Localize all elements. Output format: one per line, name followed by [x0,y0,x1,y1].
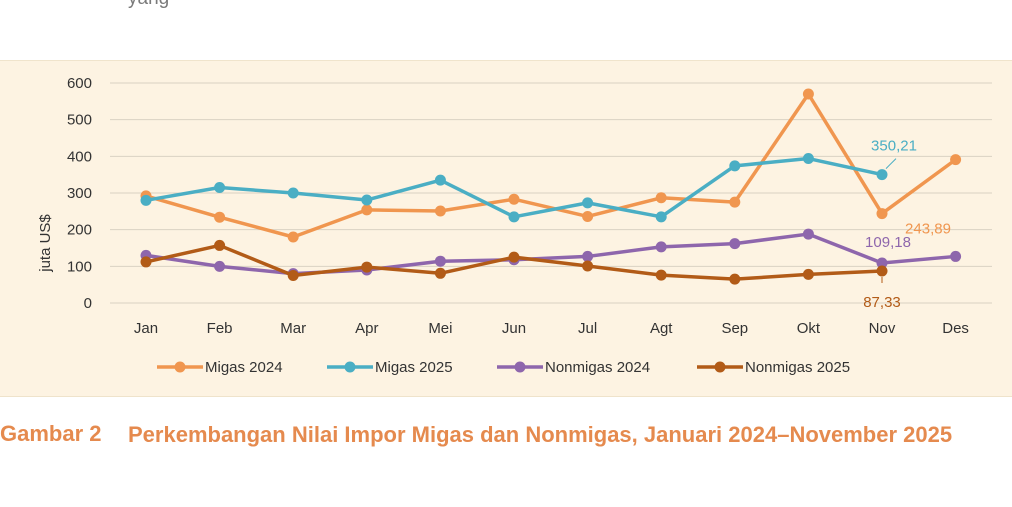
data-point [950,250,962,262]
figure-label: Gambar 2 [0,421,102,446]
data-point [508,193,520,205]
data-point [802,268,814,280]
x-tick-label: Nov [869,320,896,337]
x-tick-label: Feb [207,320,233,337]
legend-swatch-marker [174,361,186,373]
data-point [214,239,226,251]
series-line [145,92,957,239]
x-tick-label: Jun [502,320,526,337]
data-point [876,257,888,269]
legend-item: Migas 2024 [157,359,283,376]
figure-title: Perkembangan Nilai Impor Migas dan Nonmi… [128,422,953,447]
data-point [434,267,446,279]
series-line [145,156,883,219]
data-point [655,269,667,281]
y-tick-label: 600 [67,75,92,92]
y-tick-label: 500 [67,112,92,129]
data-point [361,261,373,273]
gridlines [110,82,992,304]
legend-label: Nonmigas 2024 [545,359,650,376]
data-point [729,273,741,285]
data-point [802,153,814,165]
x-tick-label: Sep [721,320,748,337]
data-point [434,205,446,217]
x-tick-label: Jul [578,320,597,337]
x-tick-label: Mar [280,320,306,337]
data-point [214,260,226,272]
data-point [582,197,594,209]
y-axis-ticks: 0 100 200 300 400 500 600 [67,75,92,312]
data-point [361,204,373,216]
chart-panel: 0 100 200 300 400 500 600 juta US$ Jan Feb Mar Ap… [0,60,1012,397]
legend-swatch-marker [714,361,726,373]
line-chart: 0 100 200 300 400 500 600 juta US$ Jan Feb Mar Ap… [37,75,992,376]
data-label: 109,18 [865,234,911,251]
data-label-leader [885,158,897,169]
x-axis-ticks: Jan Feb Mar Apr Mei Jun Jul Agt Sep Okt Nov Des [134,320,969,337]
series-migas-2024 [140,88,962,243]
y-tick-label: 0 [84,295,92,312]
data-point [508,211,520,223]
data-point [287,270,299,281]
y-tick-label: 100 [67,258,92,275]
data-point [434,255,446,267]
data-point [729,196,741,208]
data-point [214,182,226,193]
series-lines [140,88,962,285]
data-point [287,187,299,199]
data-point [876,169,888,181]
legend-label: Migas 2024 [205,359,283,376]
data-point [729,238,741,250]
data-point [655,192,667,204]
data-point [361,194,373,206]
legend-item: Migas 2025 [327,359,453,376]
data-point [287,231,299,243]
data-point [582,250,594,262]
data-point [950,154,962,166]
y-tick-label: 300 [67,185,92,202]
data-point [655,211,667,223]
data-point [802,88,814,100]
legend-item: Nonmigas 2025 [697,359,850,376]
data-point [876,208,888,220]
data-point [582,260,594,272]
data-point [876,265,888,277]
data-point [655,241,667,253]
data-point [434,174,446,186]
legend-item: Nonmigas 2024 [497,359,650,376]
x-tick-label: Agt [650,320,673,337]
y-tick-label: 200 [67,222,92,239]
series-line [145,232,956,276]
y-axis-label: juta US$ [37,214,54,273]
x-tick-label: Des [942,320,969,337]
y-tick-label: 400 [67,148,92,165]
x-tick-label: Jan [134,320,158,337]
series-nonmigas-2025 [140,239,888,285]
x-tick-label: Apr [355,320,378,337]
data-point [802,228,814,240]
legend-label: Nonmigas 2025 [745,359,850,376]
legend-swatch-marker [344,361,356,373]
data-point [140,194,152,206]
x-tick-label: Okt [797,320,821,337]
x-tick-label: Mei [428,320,452,337]
legend-label: Migas 2025 [375,359,453,376]
data-point [508,251,520,263]
data-point [582,210,594,222]
series-migas-2025 [140,153,888,223]
top-text-fragment: yang [128,0,169,10]
data-point [729,160,741,172]
legend-swatch-marker [514,361,526,373]
data-label: 350,21 [871,138,917,155]
data-label: 87,33 [863,294,901,311]
data-point [140,256,152,268]
data-label: 243,89 [905,221,951,238]
data-point [214,211,226,223]
legend: Migas 2024 Migas 2025 Nonmigas 2024 Nonmiga… [157,359,850,376]
